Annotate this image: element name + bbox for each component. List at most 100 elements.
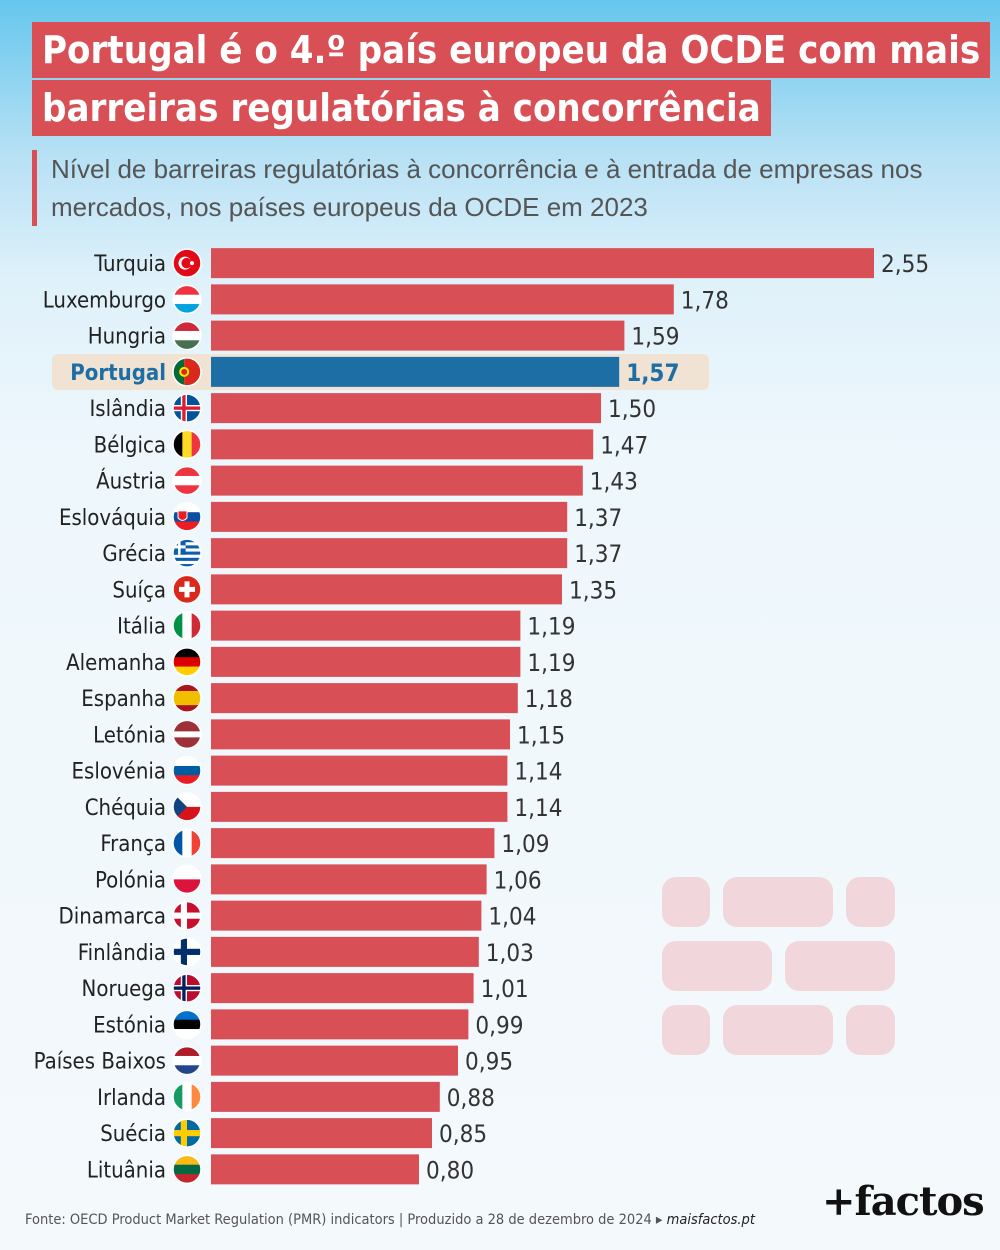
bar-row: Portugal 1,57 [70,356,679,387]
chart-subtitle: Nível de barreiras regulatórias à concor… [32,150,971,226]
bar [211,646,521,677]
slovakia-flag [172,502,202,532]
czechia-flag [172,792,202,822]
bar-row: Suécia 0,85 [100,1118,487,1149]
bar [211,791,508,822]
bar [211,610,521,641]
italy-flag [172,610,202,641]
luxembourg-flag [172,284,202,315]
value-label: 1,47 [600,431,648,459]
country-label: Portugal [70,361,166,386]
bar-row: Finlândia 1,03 [78,936,534,967]
bar-row: Irlanda 0,88 [97,1081,495,1112]
austria-flag [172,465,202,496]
country-label: Itália [117,615,166,640]
brick-decoration [846,1005,895,1055]
chart-title-line-1: Portugal é o 4.º país europeu da OCDE co… [32,22,991,78]
country-label: Finlândia [78,941,166,966]
bar [211,1081,440,1112]
bar-row: Áustria 1,43 [96,465,638,496]
value-label: 1,43 [590,468,638,496]
value-label: 0,85 [439,1120,487,1148]
chart-title-line-2: barreiras regulatórias à concorrência [32,80,771,136]
value-label: 1,18 [525,685,573,713]
denmark-flag [172,900,202,931]
country-label: Letónia [93,723,166,748]
bar [211,574,562,605]
bar-row: Eslovénia 1,14 [72,755,562,786]
iceland-flag [172,393,202,423]
estonia-flag [172,1009,202,1040]
sweden-flag [172,1118,202,1148]
turkey-flag [172,248,202,278]
country-label: Grécia [102,542,166,567]
country-label: Islândia [89,397,166,422]
country-label: Áustria [96,469,166,495]
bar-row: Itália 1,19 [117,610,575,641]
country-label: Noruega [82,977,166,1002]
bar-row: Grécia 1,37 [102,538,622,569]
bar [211,683,518,714]
bar [211,465,583,496]
norway-flag [172,973,202,1003]
site-link[interactable]: maisfactos.pt [666,1212,755,1228]
brick-decoration [723,877,833,927]
bar-row: Chéquia 1,14 [85,791,562,822]
country-label: Espanha [81,687,166,712]
bar [211,393,601,424]
bar [211,1118,432,1149]
value-label: 1,59 [631,323,679,351]
country-label: Luxemburgo [43,288,166,313]
bar [211,1009,469,1040]
bar [211,900,482,931]
country-label: Eslováquia [59,506,166,531]
bar-row: Noruega 1,01 [82,973,529,1004]
bar [211,828,495,859]
value-label: 1,19 [527,649,575,677]
bar-row: Luxemburgo 1,78 [43,284,729,315]
germany-flag [172,647,202,677]
brick-decoration [662,941,772,991]
bar-row: França 1,09 [100,828,549,859]
country-label: Chéquia [85,796,166,821]
bar [211,501,568,532]
bar-row: Bélgica 1,47 [94,429,648,460]
bar-row: Polónia 1,06 [95,864,542,895]
value-label: 1,09 [501,830,549,858]
bar [211,248,874,279]
bar-row: Alemanha 1,19 [66,646,575,677]
value-label: 1,37 [574,504,622,532]
bar [211,936,479,967]
bar-row: Países Baixos 0,95 [34,1045,513,1076]
portugal-flag [172,357,202,387]
finland-flag [172,937,202,967]
country-label: Irlanda [97,1086,166,1111]
bar-row: Islândia 1,50 [89,393,656,424]
bar [211,719,510,750]
belgium-flag [172,429,202,460]
latvia-flag [172,719,202,750]
bar [211,864,487,895]
value-label: 2,55 [881,250,929,278]
country-label: Países Baixos [34,1050,166,1075]
bar [211,429,594,460]
spain-flag [172,683,202,713]
brick-decoration [662,877,710,927]
value-label: 0,99 [475,1011,523,1039]
brand-logo: +factos [822,1178,985,1225]
brick-decoration [785,941,895,991]
bar-row: Hungria 1,59 [88,320,679,351]
source-note: Fonte: OECD Product Market Regulation (P… [25,1212,755,1228]
country-label: Eslovénia [72,760,167,785]
france-flag [172,828,202,858]
value-label: 0,80 [426,1156,474,1184]
country-label: França [100,832,166,857]
value-label: 1,15 [517,721,565,749]
brick-decoration [662,1005,710,1055]
bar [211,320,625,351]
country-label: Suécia [100,1122,166,1147]
ireland-flag [172,1082,202,1112]
bar [211,1045,458,1076]
value-label: 1,78 [681,286,729,314]
